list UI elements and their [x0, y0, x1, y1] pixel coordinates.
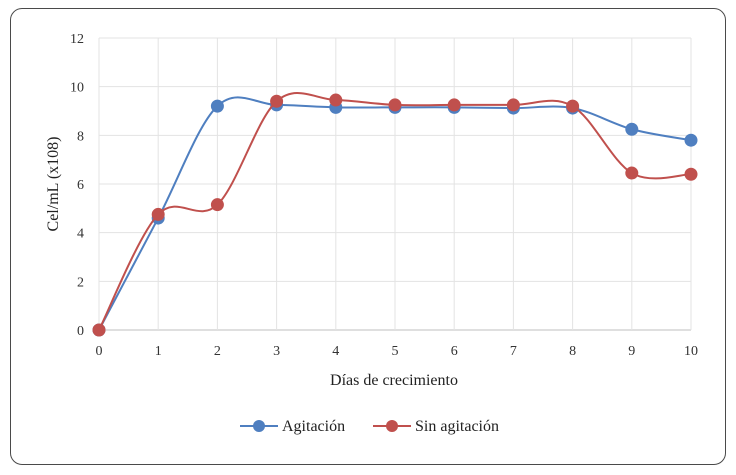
y-tick-label: 0 — [77, 324, 84, 339]
y-tick-label: 6 — [77, 178, 84, 193]
chart-frame — [10, 8, 726, 465]
data-point — [625, 122, 639, 136]
x-tick-label: 2 — [214, 344, 221, 359]
x-tick-label: 8 — [569, 344, 576, 359]
x-tick-label: 9 — [628, 344, 635, 359]
x-axis-ticks: 0 1 2 3 4 5 6 7 8 9 10 — [96, 344, 699, 359]
legend-marker — [253, 420, 265, 432]
data-point — [447, 98, 461, 112]
x-tick-label: 1 — [155, 344, 162, 359]
data-point — [506, 98, 520, 112]
y-tick-label: 10 — [70, 81, 84, 96]
data-point — [684, 167, 698, 181]
data-point — [210, 198, 224, 212]
legend-marker — [386, 420, 398, 432]
x-tick-label: 5 — [392, 344, 399, 359]
legend-label: Sin agitación — [415, 418, 499, 435]
data-point — [388, 98, 402, 112]
y-axis-ticks: 0 2 4 6 8 10 12 — [70, 32, 84, 339]
y-axis-title: Cel/mL (x108) — [45, 137, 62, 232]
data-point — [151, 207, 165, 221]
legend-item-2: Sin agitación — [373, 418, 499, 435]
x-tick-label: 7 — [510, 344, 517, 359]
series-layer — [92, 92, 698, 337]
series-2 — [92, 92, 698, 337]
x-tick-label: 0 — [96, 344, 103, 359]
y-tick-label: 12 — [70, 32, 84, 47]
gridlines — [98, 37, 692, 331]
data-point — [210, 99, 224, 113]
x-tick-label: 6 — [451, 344, 458, 359]
y-tick-label: 4 — [77, 227, 84, 242]
data-point — [684, 133, 698, 147]
x-tick-label: 10 — [684, 344, 698, 359]
data-point — [566, 99, 580, 113]
legend-item-1: Agitación — [240, 418, 345, 435]
x-tick-label: 4 — [332, 344, 339, 359]
y-tick-label: 8 — [77, 129, 84, 144]
data-point — [92, 323, 106, 337]
data-point — [329, 93, 343, 107]
legend-label: Agitación — [282, 418, 345, 435]
y-tick-label: 2 — [77, 275, 84, 290]
series-line — [98, 92, 692, 331]
legend: Agitación Sin agitación — [240, 418, 499, 435]
data-point — [270, 94, 284, 108]
data-point — [625, 166, 639, 180]
x-axis-title: Días de crecimiento — [330, 372, 458, 389]
x-tick-label: 3 — [273, 344, 280, 359]
